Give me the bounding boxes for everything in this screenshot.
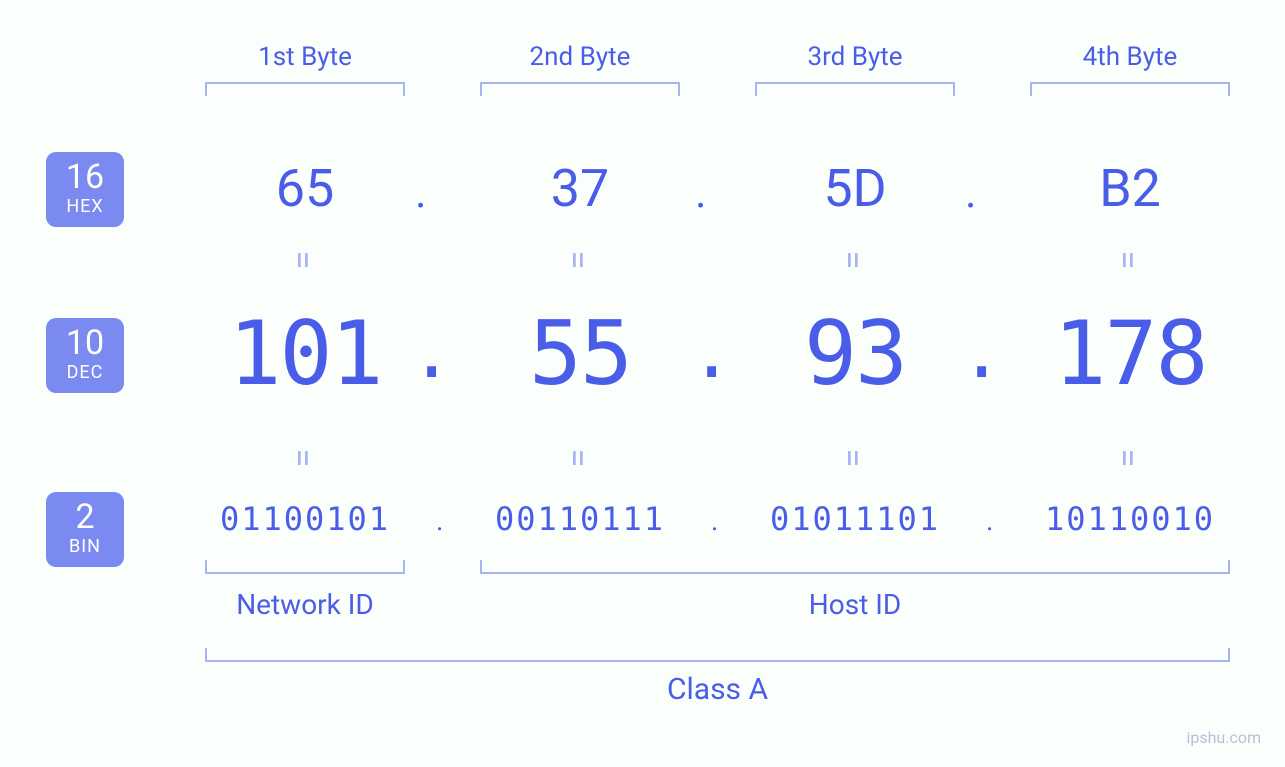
bin-dot-2: . (711, 504, 718, 537)
byte-label-1: 1st Byte (205, 42, 405, 72)
hex-byte-4: B2 (1030, 158, 1230, 219)
bracket-host (480, 560, 1230, 574)
class-label: Class A (205, 672, 1230, 707)
hex-byte-1: 65 (205, 158, 405, 219)
dec-dot-2: . (690, 310, 733, 394)
bracket-byte-4 (1030, 82, 1230, 96)
eq-hex-dec-1: = (282, 251, 322, 270)
eq-dec-bin-2: = (557, 449, 597, 468)
bracket-byte-2 (480, 82, 680, 96)
badge-bin-label: BIN (46, 536, 124, 557)
watermark: ipshu.com (1186, 728, 1261, 747)
badge-hex-label: HEX (46, 196, 124, 217)
hex-dot-1: . (415, 166, 427, 218)
eq-hex-dec-4: = (1107, 251, 1147, 270)
dec-byte-2: 55 (450, 302, 710, 405)
bin-dot-3: . (986, 504, 993, 537)
bracket-byte-3 (755, 82, 955, 96)
badge-hex: 16 HEX (46, 152, 124, 227)
bin-byte-3: 01011101 (735, 500, 975, 538)
eq-dec-bin-1: = (282, 449, 322, 468)
eq-hex-dec-3: = (832, 251, 872, 270)
ip-diagram: 1st Byte 2nd Byte 3rd Byte 4th Byte 16 H… (0, 0, 1285, 767)
badge-dec-label: DEC (46, 362, 124, 383)
badge-hex-num: 16 (46, 160, 124, 194)
eq-hex-dec-2: = (557, 251, 597, 270)
eq-dec-bin-4: = (1107, 449, 1147, 468)
dec-dot-1: . (410, 310, 453, 394)
byte-label-2: 2nd Byte (480, 42, 680, 72)
network-id-label: Network ID (205, 588, 405, 621)
hex-dot-3: . (965, 166, 977, 218)
bracket-byte-1 (205, 82, 405, 96)
byte-label-3: 3rd Byte (755, 42, 955, 72)
bin-byte-2: 00110111 (460, 500, 700, 538)
badge-bin-num: 2 (46, 500, 124, 534)
dec-byte-4: 178 (1000, 302, 1260, 405)
bin-dot-1: . (436, 504, 443, 537)
bin-byte-1: 01100101 (185, 500, 425, 538)
badge-bin: 2 BIN (46, 492, 124, 567)
eq-dec-bin-3: = (832, 449, 872, 468)
dec-byte-1: 101 (175, 302, 435, 405)
badge-dec: 10 DEC (46, 318, 124, 393)
badge-dec-num: 10 (46, 326, 124, 360)
hex-byte-3: 5D (755, 158, 955, 219)
bin-byte-4: 10110010 (1010, 500, 1250, 538)
hex-byte-2: 37 (480, 158, 680, 219)
bracket-class (205, 648, 1230, 662)
host-id-label: Host ID (480, 588, 1230, 621)
byte-label-4: 4th Byte (1030, 42, 1230, 72)
hex-dot-2: . (695, 166, 707, 218)
dec-dot-3: . (960, 310, 1003, 394)
bracket-network (205, 560, 405, 574)
dec-byte-3: 93 (725, 302, 985, 405)
